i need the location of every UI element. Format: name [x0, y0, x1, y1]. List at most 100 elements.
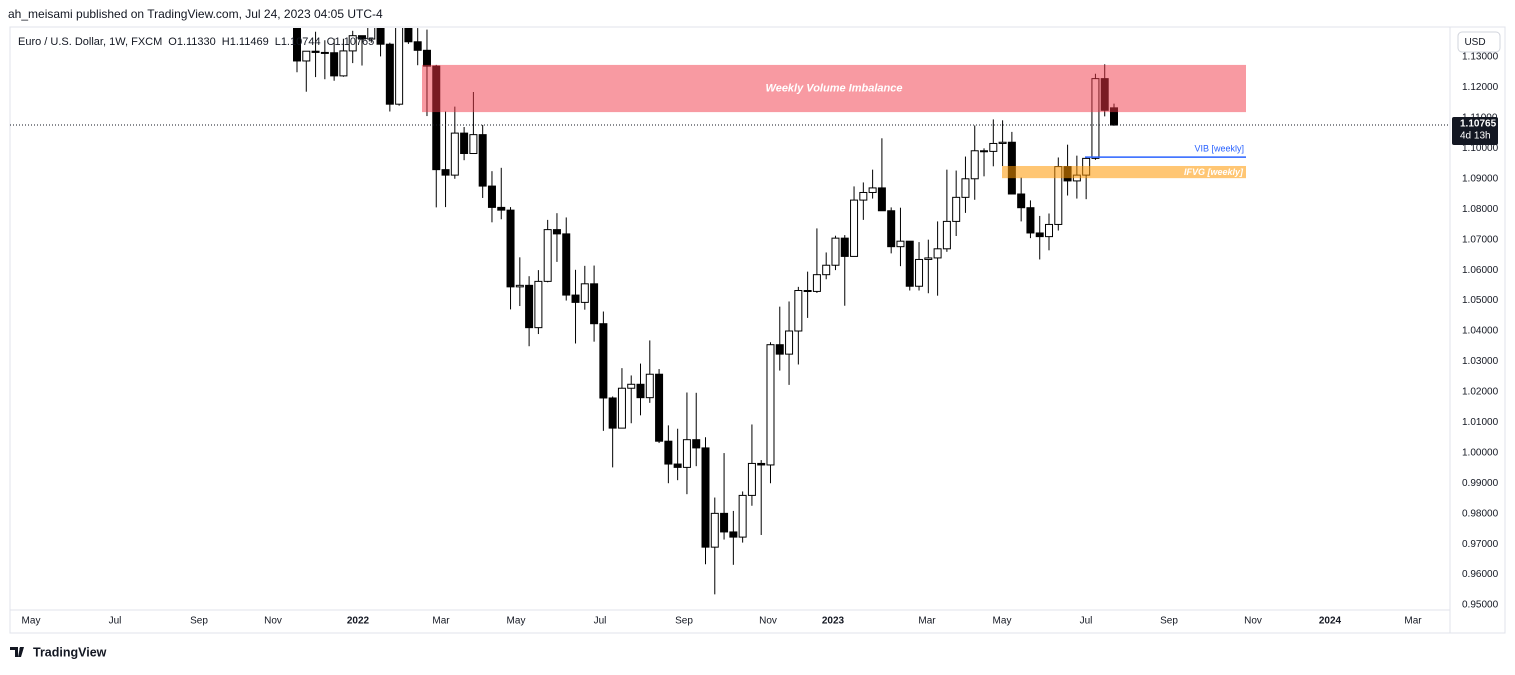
candle-body [775, 344, 784, 355]
y-tick-label: 1.09000 [1462, 173, 1499, 184]
zone [422, 64, 1246, 113]
y-tick-label: 0.97000 [1462, 539, 1499, 550]
candle-body [590, 283, 599, 325]
candle-body [487, 185, 496, 208]
x-tick-label: Mar [918, 616, 936, 627]
candle-body [515, 284, 524, 288]
currency-button[interactable] [1457, 31, 1501, 53]
y-tick-label: 1.03000 [1462, 356, 1499, 367]
candle-body [859, 191, 868, 201]
candle-body [330, 52, 339, 77]
x-tick-label: Jul [109, 616, 122, 627]
candle-body [395, 28, 404, 105]
x-tick-label: Sep [1160, 616, 1178, 627]
x-tick-label: Jul [594, 616, 607, 627]
currency-label: USD [1464, 37, 1485, 48]
candle-body [320, 51, 329, 54]
drawings: Weekly Volume Imbalance IFVG [weekly] VIB … [10, 64, 1450, 179]
y-tick-label: 0.99000 [1462, 478, 1499, 489]
brand: TradingView [33, 645, 107, 659]
candle-body [376, 28, 385, 45]
candle-body [896, 240, 905, 248]
chart-frame [9, 26, 1506, 634]
zone [1002, 165, 1246, 179]
candle-body [915, 258, 924, 287]
tradingview-logo [10, 647, 24, 657]
y-tick-label: 1.05000 [1462, 295, 1499, 306]
candle-body [924, 257, 933, 260]
candle-body [794, 290, 803, 332]
candle-body [998, 141, 1007, 144]
candle-body [1026, 207, 1035, 234]
candle-body [311, 50, 320, 53]
candle-body [450, 132, 459, 176]
candle-body [933, 248, 942, 259]
candle-body [692, 439, 701, 449]
y-tick-label: 1.08000 [1462, 204, 1499, 215]
candle-body [627, 383, 636, 389]
candle-body [720, 512, 729, 533]
symbol-legend: Euro / U.S. Dollar, 1W, FXCM O1.11330 H1.1… [18, 36, 374, 48]
x-tick-label: Nov [759, 616, 777, 627]
candle-body [404, 28, 413, 43]
x-tick-label: 2022 [347, 616, 370, 627]
candle-body [645, 373, 654, 399]
candle-body [905, 240, 914, 287]
candle-body [571, 294, 580, 303]
y-tick-label: 1.07000 [1462, 234, 1499, 245]
y-tick-label: 0.95000 [1462, 600, 1499, 611]
candle-body [413, 41, 422, 51]
x-tick-label: May [993, 616, 1012, 627]
candle-body [562, 233, 571, 296]
candle-body [850, 199, 859, 257]
ohlc-value: 1.10765 [335, 36, 375, 48]
candle-body [655, 373, 664, 442]
candle-body [339, 50, 348, 77]
candle-body [478, 134, 487, 187]
candle-body [812, 274, 821, 292]
x-tick-label: May [507, 616, 526, 627]
level-label: VIB [weekly] [1194, 144, 1244, 154]
candle-body [980, 150, 989, 153]
candle-body [682, 439, 691, 468]
candle-body [636, 383, 645, 399]
candles [293, 28, 1118, 595]
x-tick-label: Sep [190, 616, 208, 627]
candle-body [840, 237, 849, 257]
y-tick-label: 1.13000 [1462, 52, 1499, 63]
candle-body [469, 134, 478, 155]
x-tick-label: Nov [1244, 616, 1262, 627]
candle-body [942, 220, 951, 250]
candle-body [710, 512, 719, 548]
candle-body [543, 229, 552, 282]
candle-body [673, 463, 682, 468]
ohlc-key: L [275, 36, 281, 48]
x-tick-label: Sep [675, 616, 693, 627]
ohlc-value: 1.11330 [177, 36, 216, 48]
candle-body [385, 43, 394, 105]
zone-label: IFVG [weekly] [1184, 167, 1244, 177]
candle-body [1045, 223, 1054, 238]
x-tick-label: Jul [1080, 616, 1093, 627]
ohlc-key: C [327, 36, 335, 48]
candle-body [989, 142, 998, 152]
x-tick-label: 2024 [1319, 616, 1342, 627]
y-tick-label: 0.96000 [1462, 569, 1499, 580]
y-tick-label: 0.98000 [1462, 508, 1499, 519]
candle-body [961, 178, 970, 198]
candle-body [757, 462, 766, 466]
candle-body [970, 150, 979, 180]
ohlc-key: H [222, 36, 230, 48]
candle-body [785, 330, 794, 355]
candle-body [506, 209, 515, 288]
candle-body [534, 280, 543, 329]
candle-body [552, 229, 561, 235]
x-tick-label: Mar [1404, 616, 1422, 627]
x-tick-label: May [22, 616, 41, 627]
candle-body [367, 28, 376, 40]
candle-body [293, 28, 301, 62]
ohlc-key: O [168, 36, 177, 48]
candle-body [580, 283, 589, 303]
candle-body [302, 50, 311, 62]
